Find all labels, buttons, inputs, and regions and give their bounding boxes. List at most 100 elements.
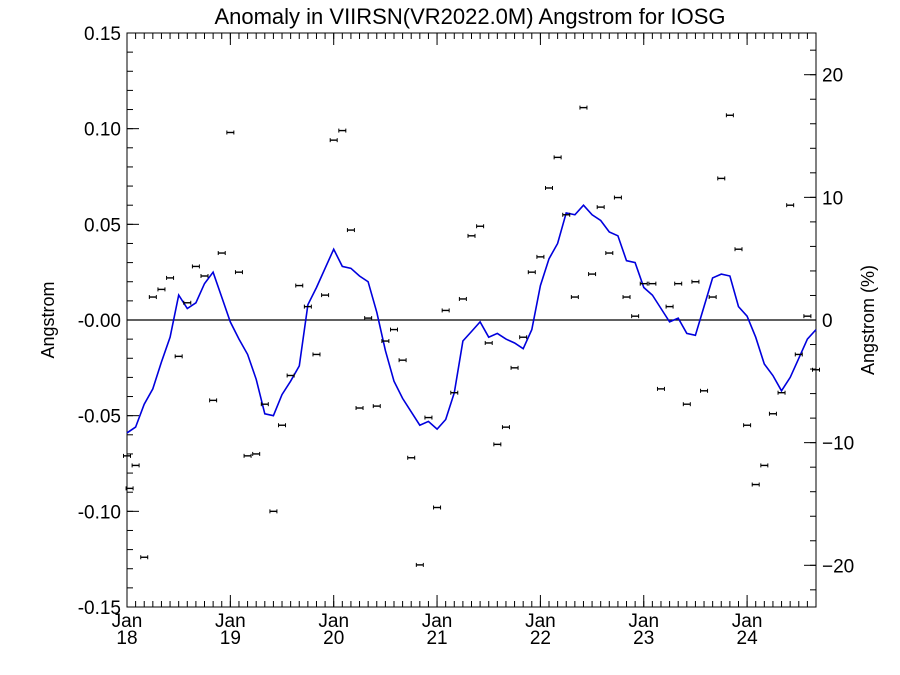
y-tick-label: 0.10 [84,120,121,141]
data-point [682,402,691,407]
y2-tick-label: −20 [822,556,854,577]
data-point [570,295,579,300]
data-point [596,205,605,210]
data-point [777,390,786,395]
data-point [536,254,545,259]
data-point [200,273,209,278]
x-tick-label-month: Jan [215,611,246,632]
data-point [441,308,450,313]
data-point [338,128,347,133]
x-tick-label-year: 21 [426,628,447,649]
data-point [786,203,795,208]
data-point [700,388,709,393]
data-point [424,415,433,420]
data-point [183,300,192,305]
y-axis-label: Angstrom [38,281,58,358]
data-point [140,555,149,560]
y-tick-label: -0.05 [78,407,121,428]
data-point [812,367,820,372]
y2-tick-labels: 20 10 0 −10 −20 [822,66,854,578]
data-point [708,295,717,300]
y2-tick-label: 0 [822,311,833,332]
data-point [501,425,510,430]
data-point [725,113,734,118]
data-point [734,247,743,252]
x-tick-label-month: Jan [628,611,659,632]
y2-tick-label: −10 [822,434,854,455]
data-point [691,279,700,284]
data-point [613,195,622,200]
y-tick-label: -0.15 [78,598,121,619]
data-point [639,281,648,286]
data-point [450,390,459,395]
data-point [622,295,631,300]
data-point [355,406,364,411]
x-tick-label-month: Jan [525,611,556,632]
data-point [476,224,485,229]
data-point [252,451,261,456]
data-point [243,453,252,458]
data-point [321,293,330,298]
data-point [217,251,226,256]
data-point [545,185,554,190]
data-point [415,562,424,567]
data-point [278,423,287,428]
data-point [346,228,355,233]
chart-title: Anomaly in VIIRSN(VR2022.0M) Angstrom fo… [214,4,725,29]
x-tick-label-year: 19 [220,628,241,649]
data-point [743,423,752,428]
data-point [191,264,200,269]
data-point [467,233,476,238]
data-point [286,373,295,378]
data-point [148,295,157,300]
data-point [372,404,381,409]
data-point [760,463,769,468]
data-point [174,354,183,359]
data-point [527,270,536,275]
y-tick-label: -0.00 [78,311,121,332]
data-point [794,352,803,357]
y2-tick-label: 10 [822,188,843,209]
y-tick-labels: 0.15 0.10 0.05 -0.00 -0.05 -0.10 -0.15 [78,24,121,619]
data-point [768,411,777,416]
data-point [484,340,493,345]
y-tick-label: 0.15 [84,24,121,45]
data-point [260,402,269,407]
data-point [295,283,304,288]
data-point [381,339,390,344]
data-point [665,304,674,309]
y2-tick-label: 20 [822,66,843,87]
data-point [329,138,338,143]
data-point [562,212,571,217]
data-point [209,398,218,403]
data-point [648,281,657,286]
data-point [751,482,760,487]
data-point [458,296,467,301]
data-point [674,281,683,286]
y2-axis-label: Angstrom (%) [858,265,878,375]
data-point [605,251,614,256]
series-smoothed-line [126,204,817,434]
x-tick-label-year: 20 [323,628,344,649]
data-point [656,386,665,391]
x-tick-label-year: 18 [116,628,137,649]
y-tick-label: 0.05 [84,215,121,236]
x-tick-label-year: 23 [633,628,654,649]
x-tick-label-month: Jan [112,611,143,632]
data-point [510,365,519,370]
data-point [553,155,562,160]
data-point [803,314,812,319]
data-point [157,287,166,292]
y-tick-label: -0.10 [78,502,121,523]
data-point [269,509,278,514]
x-tick-label-month: Jan [422,611,453,632]
data-point [234,270,243,275]
x-tick-label-year: 22 [530,628,551,649]
data-point [519,335,528,340]
data-point [123,453,131,458]
x-tick-label-year: 24 [737,628,759,649]
x-tick-label-month: Jan [318,611,349,632]
axis-ticks [126,32,817,608]
